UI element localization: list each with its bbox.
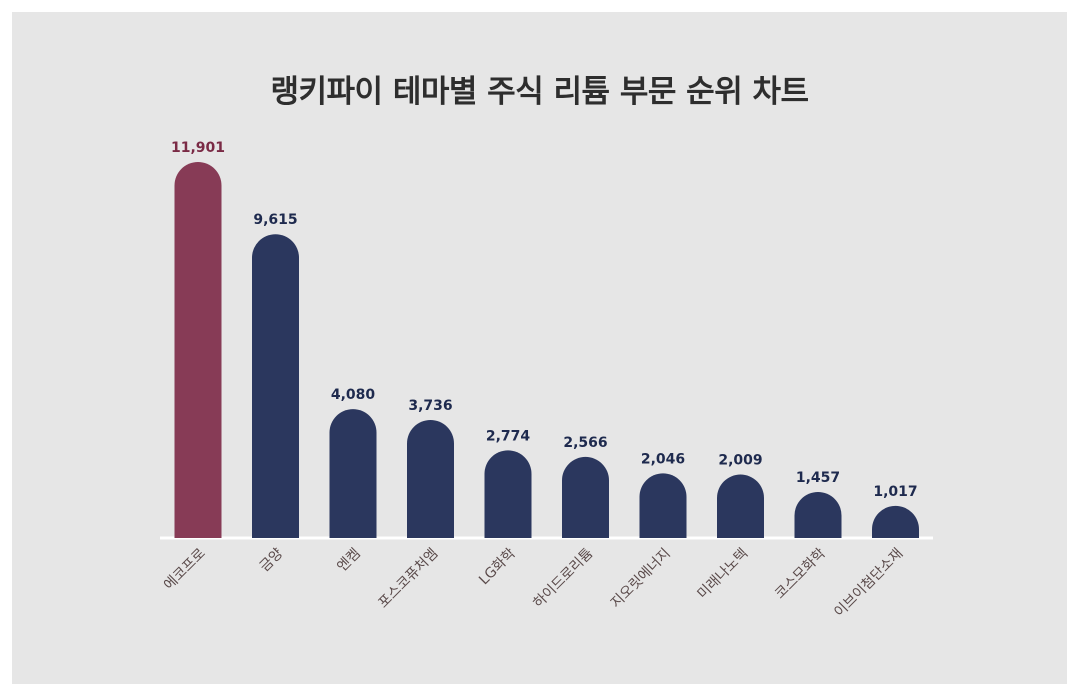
bar-7 [639, 473, 687, 538]
bar-value-label: 9,615 [253, 212, 297, 228]
bar-value-label: 2,046 [641, 451, 685, 467]
category-label: 지오릿에너지 [608, 546, 674, 612]
bar-6 [562, 456, 609, 538]
bar-9 [794, 491, 842, 538]
category-label: 하이드로리튬 [530, 545, 596, 611]
bar-value-label: 2,774 [486, 428, 531, 444]
bar-value-label: 3,736 [408, 398, 452, 414]
bar-value-label: 11,901 [171, 140, 225, 156]
bar-value-label: 2,009 [718, 453, 762, 469]
category-label: 엔켐 [334, 546, 364, 576]
category-label: LG화학 [476, 545, 519, 588]
bar-value-label: 1,457 [796, 470, 840, 486]
category-label: 미래나노텍 [694, 546, 751, 603]
bar-5 [484, 450, 532, 538]
category-label: 에코프로 [161, 545, 209, 593]
bar-value-label: 4,080 [331, 387, 376, 403]
category-label: 코스모화학 [772, 545, 829, 602]
category-label: 이브이첨단소재 [831, 546, 906, 621]
bar-10 [872, 505, 919, 538]
bar-2 [252, 234, 299, 539]
bar-3 [329, 409, 377, 538]
bar-8 [717, 474, 764, 538]
category-label: 금양 [257, 545, 287, 575]
bar-4 [407, 419, 454, 538]
chart-title: 랭키파이 테마별 주식 리튬 부문 순위 차트 [270, 74, 809, 110]
bar-value-label: 1,017 [873, 484, 917, 500]
category-label: 포스코퓨처엠 [375, 546, 441, 612]
bar-value-label: 2,566 [563, 435, 607, 451]
bar-1 [174, 162, 222, 538]
